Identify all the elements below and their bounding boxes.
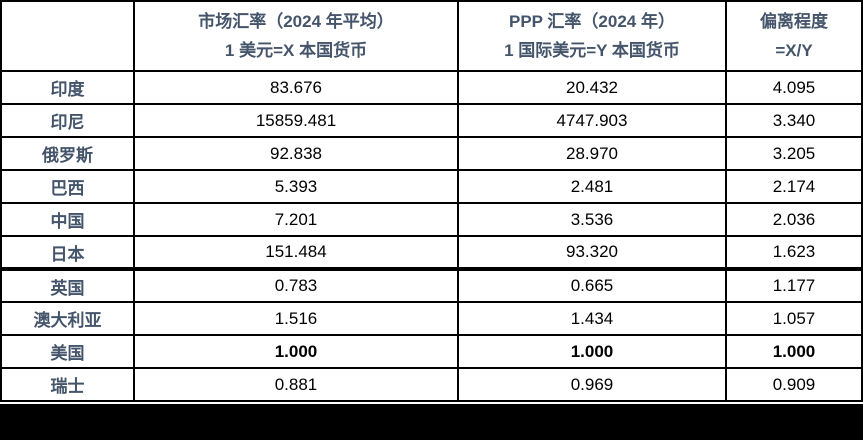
table-row-uk: 英国 0.783 0.665 1.177 bbox=[0, 268, 863, 303]
col-header-ppp-rate: PPP 汇率（2024 年） 1 国际美元=Y 本国货币 bbox=[457, 0, 727, 72]
cell-market-rate: 0.783 bbox=[133, 268, 459, 303]
cell-deviation: 1.623 bbox=[725, 235, 863, 271]
cell-deviation: 1.177 bbox=[725, 268, 863, 303]
cell-ppp-rate: 28.970 bbox=[457, 136, 727, 171]
header-row: 市场汇率（2024 年平均） 1 美元=X 本国货币 PPP 汇率（2024 年… bbox=[0, 0, 863, 72]
cell-market-rate: 92.838 bbox=[133, 136, 459, 171]
cell-deviation: 2.036 bbox=[725, 202, 863, 237]
cell-market-rate: 1.000 bbox=[133, 334, 459, 369]
table-row-japan: 日本 151.484 93.320 1.623 bbox=[0, 235, 863, 271]
cell-ppp-rate: 20.432 bbox=[457, 70, 727, 105]
country-label: 美国 bbox=[0, 334, 135, 369]
cell-ppp-rate: 4747.903 bbox=[457, 103, 727, 138]
cell-deviation: 3.340 bbox=[725, 103, 863, 138]
cell-deviation: 4.095 bbox=[725, 70, 863, 105]
col-header-market-rate-line2: 1 美元=X 本国货币 bbox=[224, 41, 368, 60]
country-label: 瑞士 bbox=[0, 367, 135, 402]
cell-deviation: 2.174 bbox=[725, 169, 863, 204]
cell-ppp-rate: 2.481 bbox=[457, 169, 727, 204]
col-header-deviation: 偏离程度 =X/Y bbox=[725, 0, 863, 72]
country-label: 印度 bbox=[0, 70, 135, 105]
country-label: 澳大利亚 bbox=[0, 301, 135, 336]
table-row-usa: 美国 1.000 1.000 1.000 bbox=[0, 334, 863, 369]
col-header-deviation-line1: 偏离程度 bbox=[760, 12, 828, 31]
corner-cell bbox=[0, 0, 135, 72]
col-header-deviation-line2: =X/Y bbox=[775, 41, 813, 60]
table-row-australia: 澳大利亚 1.516 1.434 1.057 bbox=[0, 301, 863, 336]
col-header-market-rate: 市场汇率（2024 年平均） 1 美元=X 本国货币 bbox=[133, 0, 459, 72]
cell-deviation: 1.000 bbox=[725, 334, 863, 369]
cell-ppp-rate: 0.665 bbox=[457, 268, 727, 303]
cell-market-rate: 1.516 bbox=[133, 301, 459, 336]
table-row-india: 印度 83.676 20.432 4.095 bbox=[0, 70, 863, 105]
cell-deviation: 3.205 bbox=[725, 136, 863, 171]
country-label: 中国 bbox=[0, 202, 135, 237]
exchange-rate-table: 市场汇率（2024 年平均） 1 美元=X 本国货币 PPP 汇率（2024 年… bbox=[0, 0, 863, 402]
cell-ppp-rate: 1.000 bbox=[457, 334, 727, 369]
col-header-ppp-rate-line1: PPP 汇率（2024 年） bbox=[509, 12, 675, 31]
cell-market-rate: 15859.481 bbox=[133, 103, 459, 138]
cell-market-rate: 0.881 bbox=[133, 367, 459, 402]
table-row-indonesia: 印尼 15859.481 4747.903 3.340 bbox=[0, 103, 863, 138]
cell-ppp-rate: 3.536 bbox=[457, 202, 727, 237]
country-label: 俄罗斯 bbox=[0, 136, 135, 171]
cell-market-rate: 83.676 bbox=[133, 70, 459, 105]
cell-ppp-rate: 0.969 bbox=[457, 367, 727, 402]
cell-ppp-rate: 1.434 bbox=[457, 301, 727, 336]
cell-market-rate: 5.393 bbox=[133, 169, 459, 204]
cell-deviation: 1.057 bbox=[725, 301, 863, 336]
country-label: 日本 bbox=[0, 235, 135, 271]
table-row-russia: 俄罗斯 92.838 28.970 3.205 bbox=[0, 136, 863, 171]
table-row-brazil: 巴西 5.393 2.481 2.174 bbox=[0, 169, 863, 204]
cell-market-rate: 151.484 bbox=[133, 235, 459, 271]
table-row-switzerland: 瑞士 0.881 0.969 0.909 bbox=[0, 367, 863, 402]
country-label: 英国 bbox=[0, 268, 135, 303]
cell-deviation: 0.909 bbox=[725, 367, 863, 402]
cell-ppp-rate: 93.320 bbox=[457, 235, 727, 271]
country-label: 印尼 bbox=[0, 103, 135, 138]
country-label: 巴西 bbox=[0, 169, 135, 204]
bottom-black-bar bbox=[0, 404, 863, 440]
cell-market-rate: 7.201 bbox=[133, 202, 459, 237]
table-row-china: 中国 7.201 3.536 2.036 bbox=[0, 202, 863, 237]
col-header-ppp-rate-line2: 1 国际美元=Y 本国货币 bbox=[504, 41, 680, 60]
col-header-market-rate-line1: 市场汇率（2024 年平均） bbox=[198, 12, 394, 31]
